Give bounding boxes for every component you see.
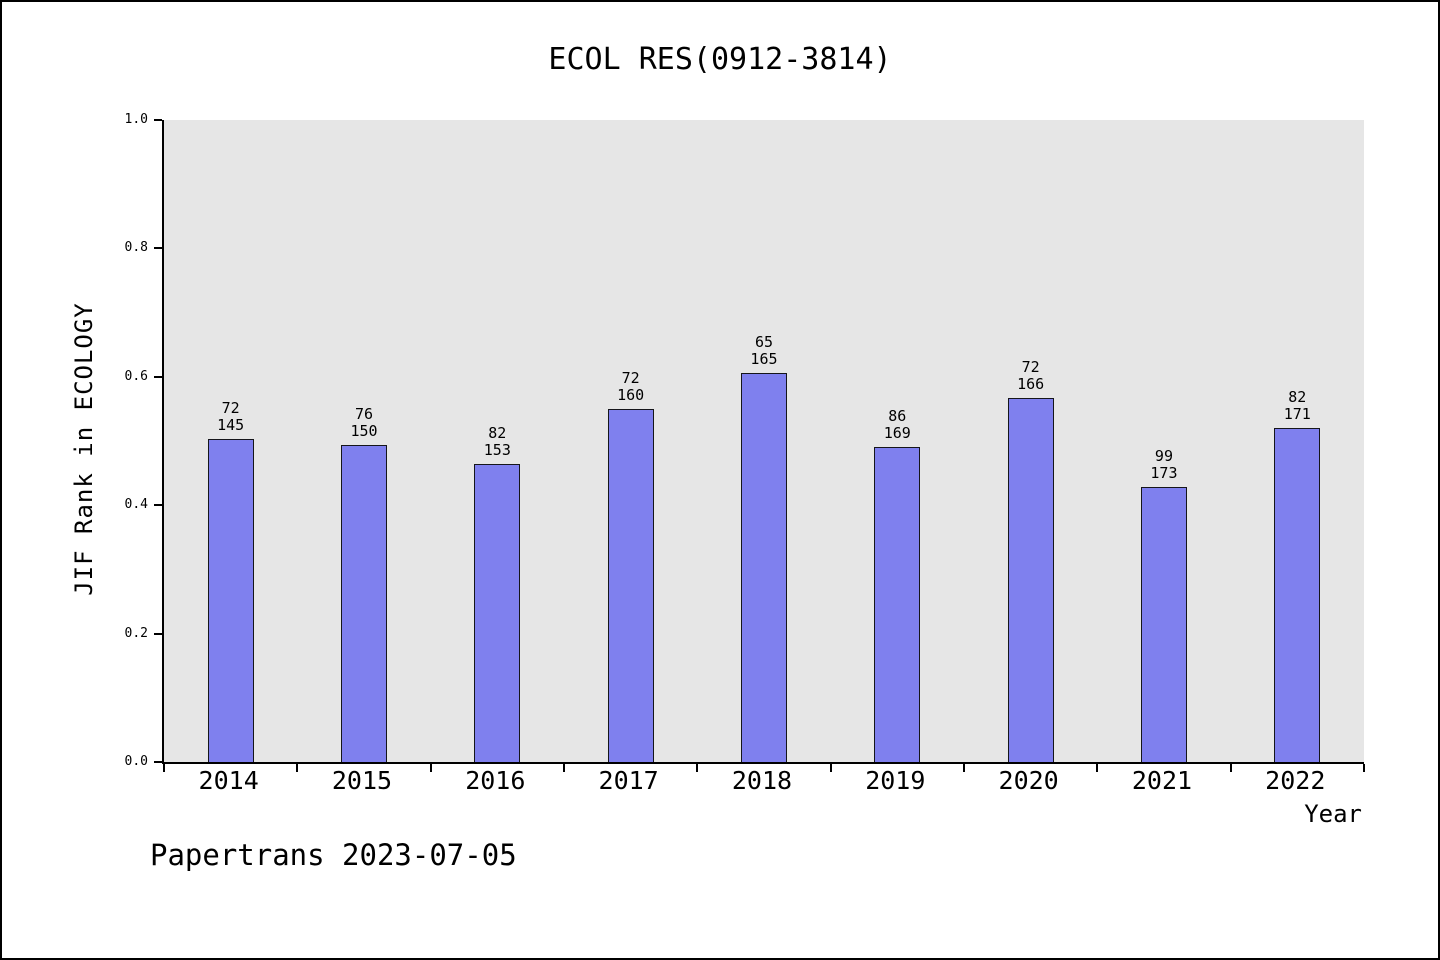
bar <box>607 409 654 762</box>
bar-series: 72 145 76 150 82 153 72 160 65 165 86 169 72 166 99 173… <box>164 120 1364 762</box>
y-tick-label: 0.8 <box>124 240 148 256</box>
bar-slot: 72 145 <box>164 120 297 762</box>
bar <box>1274 428 1321 762</box>
x-tick-mark <box>963 764 965 772</box>
bar-value-label: 82 171 <box>1284 389 1311 423</box>
bar-value-label: 72 145 <box>217 400 244 434</box>
x-tick-mark <box>563 764 565 772</box>
y-tick-mark <box>154 632 162 635</box>
bar-total-value: 160 <box>617 386 645 404</box>
bar-slot: 76 150 <box>297 120 430 762</box>
bar-rank-value: 72 <box>1021 358 1040 376</box>
bar-rank-value: 72 <box>621 369 640 387</box>
x-tick-label: 2020 <box>998 766 1059 795</box>
footer-text: Papertrans 2023-07-05 <box>150 838 517 872</box>
plot-area: 72 145 76 150 82 153 72 160 65 165 86 169 72 166 99 173… <box>125 112 1365 772</box>
bar <box>1007 398 1054 762</box>
bar-rank-value: 65 <box>754 333 773 351</box>
bar <box>874 447 921 762</box>
bar-value-label: 82 153 <box>484 425 511 459</box>
bar <box>740 373 787 762</box>
bar-value-label: 72 166 <box>1017 359 1044 393</box>
bar-slot: 72 160 <box>564 120 697 762</box>
x-tick-mark <box>296 764 298 772</box>
y-tick-label: 0.2 <box>124 625 148 641</box>
bar-rank-value: 76 <box>354 405 374 423</box>
x-axis-label: Year <box>1304 800 1362 828</box>
bar-slot: 65 165 <box>697 120 830 762</box>
x-tick-mark <box>163 764 165 772</box>
bar-value-label: 72 160 <box>617 370 644 404</box>
x-tick-label: 2017 <box>598 766 659 795</box>
bar-value-label: 76 150 <box>350 406 377 440</box>
bar-total-value: 169 <box>883 424 911 442</box>
y-tick-label: 0.6 <box>124 368 148 384</box>
bar-total-value: 166 <box>1017 375 1045 393</box>
bar-value-label: 99 173 <box>1150 448 1177 482</box>
x-tick-mark <box>830 764 832 772</box>
bar-total-value: 153 <box>483 441 511 459</box>
bar-total-value: 145 <box>217 416 245 434</box>
bar-slot: 72 166 <box>964 120 1097 762</box>
x-tick-label: 2022 <box>1265 766 1326 795</box>
x-tick-label: 2015 <box>331 766 393 795</box>
y-tick-mark <box>154 375 162 378</box>
chart-title: ECOL RES(0912-3814) <box>548 42 892 77</box>
bar <box>1140 487 1187 762</box>
bar-slot: 86 169 <box>831 120 964 762</box>
bar-total-value: 171 <box>1283 405 1311 423</box>
x-tick-label: 2014 <box>198 766 259 795</box>
x-tick-mark <box>1363 764 1365 772</box>
x-tick-mark <box>1096 764 1098 772</box>
bar-value-label: 65 165 <box>750 334 777 368</box>
y-tick-mark <box>154 504 162 507</box>
y-tick-mark <box>154 119 162 121</box>
x-tick-label: 2021 <box>1131 766 1193 795</box>
x-tick-label: 2018 <box>731 766 793 795</box>
bar-total-value: 173 <box>1150 464 1178 482</box>
x-tick-label: 2019 <box>865 766 926 795</box>
y-axis-label: JIF Rank in ECOLOGY <box>70 302 98 596</box>
bar-slot: 82 153 <box>431 120 564 762</box>
bar-rank-value: 72 <box>221 399 240 417</box>
bar-slot: 82 171 <box>1231 120 1364 762</box>
bar-total-value: 150 <box>350 422 378 440</box>
x-tick-mark <box>696 764 698 772</box>
bar <box>340 445 387 762</box>
bar-rank-value: 99 <box>1154 447 1173 465</box>
x-tick-mark <box>430 764 432 772</box>
x-tick-mark <box>1230 764 1232 772</box>
bar <box>474 464 521 762</box>
y-tick-mark <box>154 247 162 250</box>
bar-value-label: 86 169 <box>884 408 911 442</box>
bar-slot: 99 173 <box>1097 120 1230 762</box>
bar-rank-value: 82 <box>1288 388 1307 406</box>
bar-total-value: 165 <box>750 350 778 368</box>
y-tick-label: 0.4 <box>124 497 148 513</box>
bar-rank-value: 86 <box>888 407 907 425</box>
bar-rank-value: 82 <box>488 424 507 442</box>
bar <box>207 439 254 762</box>
y-tick-label: 0.0 <box>124 754 148 769</box>
y-tick-label: 1.0 <box>124 112 148 127</box>
x-axis-tick-labels: 2014 2015 2016 2017 2018 2019 2020 2021 2022 <box>162 766 1362 795</box>
y-tick-mark <box>154 761 162 763</box>
x-tick-label: 2016 <box>465 766 526 795</box>
